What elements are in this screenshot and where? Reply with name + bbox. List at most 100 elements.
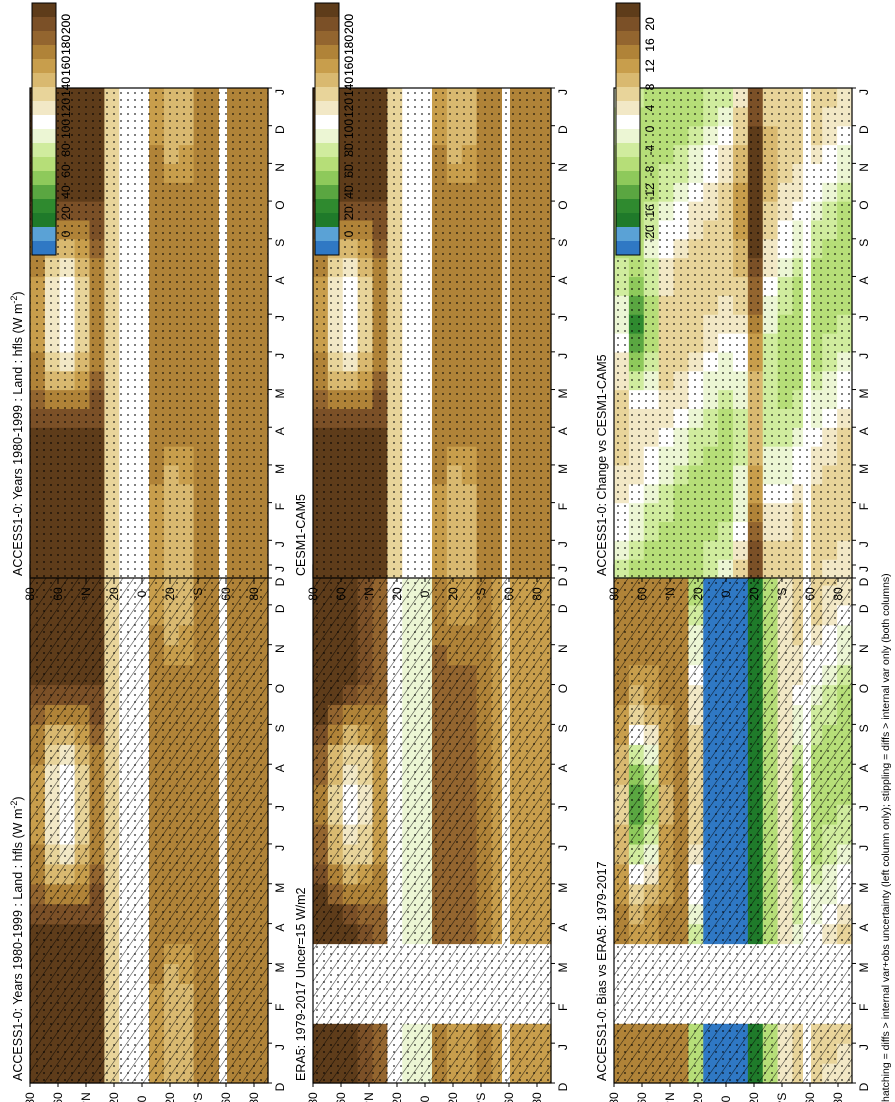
month-tick-label: M xyxy=(273,962,287,972)
month-tick-label: D xyxy=(857,604,871,613)
month-tick-label: S xyxy=(857,724,871,732)
colorbar-swatch xyxy=(616,171,640,186)
month-tick-label: M xyxy=(556,962,570,972)
lat-tick-label: 20 xyxy=(446,1092,460,1102)
lat-tick-label: 60 xyxy=(803,587,817,601)
title-superscript: -2 xyxy=(9,296,19,304)
colorbar-tick-label: 120 xyxy=(59,98,73,118)
month-tick-label: F xyxy=(556,503,570,510)
lat-tick-label: 20 xyxy=(163,1092,177,1102)
lat-tick-label: 80 xyxy=(247,587,261,601)
lat-tick-label: 60 xyxy=(803,1092,817,1102)
colorbar-tick-label: 200 xyxy=(342,14,356,34)
panel-title: ERA5: 1979-2017 Uncer=15 W/m2 xyxy=(294,887,308,1081)
lat-tick-label: 20 xyxy=(691,1092,705,1102)
lat-tick-label: 0 xyxy=(418,1095,432,1102)
panel-2: ACCESS1-0: Years 1980-1999 : Land : hfls… xyxy=(9,2,287,601)
title-end: ) xyxy=(11,291,25,295)
colorbar-tick-label: 80 xyxy=(59,143,73,157)
colorbar-swatch xyxy=(616,157,640,172)
month-tick-label: O xyxy=(857,200,871,209)
colorbar-swatch xyxy=(315,31,339,46)
lat-tick-label: 60 xyxy=(334,587,348,601)
colorbar-tick-label: 180 xyxy=(342,35,356,55)
title-end: ) xyxy=(11,796,25,800)
colorbar-swatch xyxy=(32,129,56,144)
colorbar-tick-label: 20 xyxy=(643,17,657,31)
month-tick-label: J xyxy=(273,541,287,547)
lat-tick-label: 60 xyxy=(51,587,65,601)
month-tick-label: M xyxy=(556,464,570,474)
month-tick-label: J xyxy=(556,805,570,811)
colorbar-swatch xyxy=(32,143,56,158)
month-tick-label: S xyxy=(273,239,287,247)
month-tick-label: D xyxy=(556,604,570,613)
month-tick-label: A xyxy=(556,427,570,435)
colorbar-tick-label: 160 xyxy=(342,56,356,76)
month-tick-label: D xyxy=(273,577,287,586)
lat-tick-label: 80 xyxy=(831,1092,845,1102)
figure-footnote: hatching = diffs > internal var+obs unce… xyxy=(880,573,892,1102)
colorbar-tick-label: 180 xyxy=(342,35,356,55)
month-tick-label: N xyxy=(273,644,287,653)
month-tick-label: A xyxy=(857,276,871,284)
lat-tick-label: 80 xyxy=(530,1092,544,1102)
colorbar-tick-label: 40 xyxy=(342,185,356,199)
panel-frame xyxy=(29,87,269,579)
lat-tick-label: 80 xyxy=(306,1092,320,1102)
month-tick-label: J xyxy=(273,315,287,321)
month-tick-label: O xyxy=(556,200,570,209)
colorbar-swatch xyxy=(616,129,640,144)
lat-tick-label: 60 xyxy=(51,1092,65,1102)
lat-tick-label: 80 xyxy=(607,587,621,601)
month-tick-label: D xyxy=(857,577,871,586)
stipple-overlay xyxy=(313,88,551,578)
month-tick-label: J xyxy=(556,1044,570,1050)
month-tick-label: A xyxy=(857,924,871,932)
lat-tick-label: 20 xyxy=(446,587,460,601)
colorbar-tick-label: 8 xyxy=(643,83,657,90)
lat-tick-label: °S xyxy=(474,588,488,601)
month-tick-label: M xyxy=(857,464,871,474)
panel-title: ACCESS1-0: Years 1980-1999 : Land : hfls… xyxy=(9,796,25,1081)
month-tick-label: A xyxy=(273,924,287,932)
month-tick-label: O xyxy=(273,200,287,209)
month-tick-label: A xyxy=(556,924,570,932)
colorbar-swatch xyxy=(315,17,339,32)
panel-title: ACCESS1-0: Bias vs ERA5: 1979-2017 xyxy=(595,861,609,1081)
colorbar-swatch xyxy=(32,241,56,256)
colorbar-swatch xyxy=(315,115,339,130)
lat-tick-label: °N xyxy=(663,1092,677,1102)
month-tick-label: J xyxy=(556,845,570,851)
panel-title: ACCESS1-0: Years 1980-1999 : Land : hfls… xyxy=(9,291,25,576)
lat-tick-label: 80 xyxy=(607,1092,621,1102)
month-tick-label: J xyxy=(857,566,871,572)
colorbar-swatch xyxy=(32,59,56,74)
panel-title: CESM1-CAM5 xyxy=(294,494,308,576)
lat-tick-label: 0 xyxy=(719,1095,733,1102)
lat-tick-label: 60 xyxy=(219,1092,233,1102)
colorbar-swatch xyxy=(315,171,339,186)
colorbar-tick-label: -12 xyxy=(643,183,657,201)
colorbar-swatch xyxy=(616,101,640,116)
month-tick-label: M xyxy=(857,883,871,893)
colorbar-swatch xyxy=(315,3,339,18)
colorbar-swatch xyxy=(616,241,640,256)
colorbar-tick-label: 100 xyxy=(342,119,356,139)
colorbar-swatch xyxy=(32,87,56,102)
lat-tick-label: 20 xyxy=(390,587,404,601)
lat-tick-label: 80 xyxy=(306,587,320,601)
colorbar-tick-label: 4 xyxy=(643,104,657,111)
colorbar-tick-label: 140 xyxy=(342,77,356,97)
colorbar-swatch xyxy=(32,115,56,130)
colorbar-tick-label: 200 xyxy=(59,14,73,34)
lat-tick-label: 60 xyxy=(635,587,649,601)
month-tick-label: J xyxy=(857,353,871,359)
lat-tick-label: 60 xyxy=(635,1092,649,1102)
colorbar-swatch xyxy=(315,241,339,256)
lat-tick-label: °S xyxy=(775,1093,789,1102)
lat-tick-label: 60 xyxy=(502,1092,516,1102)
colorbar-swatch xyxy=(616,185,640,200)
